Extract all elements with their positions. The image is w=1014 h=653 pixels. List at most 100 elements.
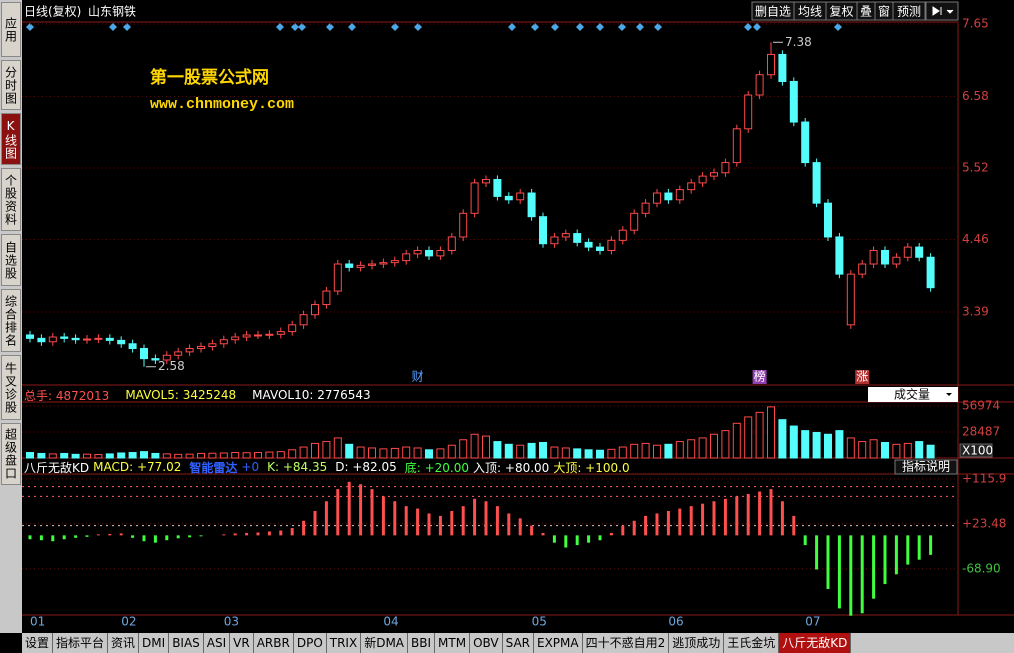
bottom-tab[interactable]: 王氏金坑 [724,633,780,653]
macd-bar [792,515,796,536]
macd-bar [541,532,545,536]
sidebar-tab[interactable]: 牛叉诊股 [1,355,21,420]
sidebar-tab[interactable]: 应用 [1,2,21,57]
bottom-tab[interactable]: 新DMA [361,633,409,653]
sidebar-tab[interactable]: 个股资料 [1,168,21,231]
macd-bar [119,533,123,536]
macd-bar [359,484,363,536]
help-button[interactable] [894,459,958,475]
macd-bar [28,535,32,540]
bottom-tab[interactable]: ARBR [254,633,294,653]
bottom-tab[interactable]: BIAS [169,633,204,653]
macd-bar [324,501,328,536]
sidebar-tab[interactable]: 分时图 [1,60,21,110]
bottom-tab[interactable]: VR [230,633,254,653]
toolbar-button-label[interactable]: 均线 [798,5,822,19]
bottom-tab[interactable]: ASI [204,633,231,653]
volume-bar [664,443,673,459]
bottom-tab[interactable]: BBI [408,633,436,653]
volume-bar [140,451,148,459]
macd-bar [564,535,568,548]
macd-bar [518,518,522,536]
macd-bar [176,535,180,539]
candle-body [197,345,205,349]
sidebar-tab[interactable]: K线图 [1,113,21,165]
candle-body [208,343,217,347]
macd-bar [153,535,157,543]
sidebar-tab[interactable]: 综合排名 [1,289,21,352]
toolbar-button-label[interactable]: 叠 [860,5,872,19]
signal-diamond [744,23,752,31]
bottom-tab[interactable]: DPO [294,633,327,653]
signal-diamond [834,23,842,31]
y-tick-label: 4.46 [962,232,989,246]
macd-bar [51,535,55,542]
help-label[interactable]: 指标说明 [902,459,950,474]
x-tick-label: 06 [668,615,683,629]
volume-bar [789,425,798,459]
candle-body [390,260,399,264]
sidebar-tab[interactable]: 超级盘口 [1,423,21,485]
indicator-header: 八斤无敌KD MACD: +77.02 智能雷达 +0 K: +84.35 D: +82.… [24,460,630,475]
bottom-tab[interactable]: OBV [470,633,503,653]
bottom-tab[interactable]: 四十不惑自用2 [583,633,670,653]
macd-bar [461,506,465,536]
x-tick-label: 05 [532,615,547,629]
candle-body [653,192,661,204]
macd-bar [507,513,511,536]
sidebar-tab[interactable]: 自选股 [1,234,21,286]
unit-label: X100 [962,444,993,458]
candle-body [105,337,114,341]
bottom-tab[interactable]: 八斤无敌KD [779,633,852,653]
bottom-tab[interactable]: 逃顶成功 [669,633,725,653]
toolbar-button-label[interactable]: 预测 [897,5,921,19]
bottom-tab[interactable]: DMI [139,633,170,653]
toolbar-button-label[interactable]: 删自选 [755,5,791,19]
d-value: D: +82.05 [335,460,397,474]
event-badge [752,370,767,384]
candle-body [732,128,741,164]
bottom-tab[interactable]: 资讯 [108,633,140,653]
volume-selector[interactable] [868,387,958,402]
volume-bar [459,439,468,459]
bottom-tab[interactable]: MTM [435,633,471,653]
candle-body [527,192,536,218]
macd-bar [438,515,442,536]
toolbar-button-label[interactable]: 窗 [878,5,890,19]
y-tick-label: 3.39 [962,304,989,318]
volume-bar [356,446,365,459]
macd-bar [860,535,864,614]
volume-bar [26,452,34,459]
candle-body [299,314,308,326]
event-label: 涨 [856,369,868,384]
candle-body [596,246,604,251]
candle-body [858,263,867,275]
level-label: 底: +20.00 [404,460,470,475]
macd-bar [96,534,100,536]
candle-body [94,337,103,340]
toolbar-button-label[interactable]: 复权 [829,5,853,19]
bottom-tab[interactable]: 指标平台 [53,633,109,653]
toolbar-menu[interactable] [925,1,959,21]
volume-bar [516,444,525,459]
signal-diamond [753,23,761,31]
candle-body [48,336,57,343]
macd-bar [165,535,169,541]
volume-bar [185,453,194,459]
macd-bar [473,498,477,536]
toolbar-button[interactable] [892,1,926,21]
volume-bar [618,446,627,459]
macd-bar [929,535,933,555]
macd-bar [769,489,773,536]
volume-selector-label[interactable]: 成交量 [894,387,930,402]
volume-bar [128,452,137,459]
bottom-tab[interactable]: 设置 [22,633,54,653]
bottom-tab[interactable]: EXPMA [534,633,583,653]
candle-body [835,236,844,275]
bottom-tab[interactable]: TRIX [327,633,362,653]
volume-bar [174,453,183,459]
macd-bar [222,534,226,536]
volume-bar [413,447,422,459]
bottom-tab[interactable]: SAR [503,633,534,653]
